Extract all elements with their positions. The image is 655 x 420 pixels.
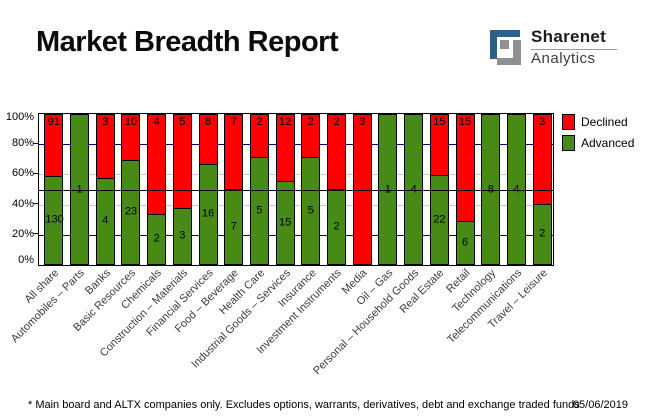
bar-segment-advanced bbox=[45, 175, 63, 264]
bar-segment-declined bbox=[456, 115, 474, 221]
bar-value-advanced: 16 bbox=[201, 207, 215, 220]
bar-segment-advanced bbox=[533, 203, 551, 264]
legend-label-advanced: Advanced bbox=[581, 136, 635, 150]
bar-segment-declined bbox=[148, 115, 166, 214]
bar-value-advanced: 23 bbox=[124, 205, 138, 218]
bar-segment-declined bbox=[328, 115, 346, 189]
gridline-80pct bbox=[39, 144, 553, 146]
bar-value-declined: 8 bbox=[204, 116, 212, 128]
bar-segment-declined bbox=[250, 115, 268, 158]
y-axis-tick-80 bbox=[33, 142, 38, 144]
bar-value-advanced: 5 bbox=[307, 204, 314, 217]
bar-value-advanced: 2 bbox=[539, 227, 546, 240]
y-axis-label-80: 80% bbox=[11, 137, 34, 150]
bar-value-declined: 91 bbox=[47, 116, 60, 128]
bar-segment-advanced bbox=[96, 178, 114, 264]
bar-segment-declined bbox=[430, 115, 448, 175]
bar-value-declined: 2 bbox=[256, 116, 263, 128]
bar-value-declined: 7 bbox=[230, 116, 237, 128]
legend-swatch-advanced-icon bbox=[562, 135, 575, 151]
bar-value-advanced: 2 bbox=[153, 232, 160, 245]
footnote: * Main board and ALTX companies only. Ex… bbox=[28, 399, 580, 411]
y-axis-label-40: 40% bbox=[11, 197, 34, 210]
bar-value-declined: 3 bbox=[102, 116, 109, 128]
bar-value-declined: 2 bbox=[333, 116, 340, 128]
y-axis-label-60: 60% bbox=[11, 167, 34, 180]
bar-segment-declined bbox=[276, 115, 294, 181]
brand-divider bbox=[531, 48, 617, 50]
bar-segment-declined bbox=[96, 115, 114, 179]
bar-value-advanced: 4 bbox=[405, 184, 422, 195]
bar-9: 12 15 bbox=[275, 114, 295, 265]
bar-value-declined: 3 bbox=[539, 116, 546, 128]
bar-value-advanced: 3 bbox=[179, 229, 186, 242]
bar-value-advanced: 15 bbox=[279, 216, 292, 229]
bar-value-declined: 12 bbox=[279, 116, 292, 128]
bar-value-advanced: 1 bbox=[71, 184, 88, 195]
bar-segment-declined bbox=[533, 115, 551, 204]
bar-value-declined: 10 bbox=[124, 116, 138, 128]
reference-line-50pct bbox=[39, 189, 553, 191]
brand-name: Sharenet bbox=[531, 27, 607, 46]
bar-value-declined: 15 bbox=[458, 116, 472, 128]
bar-value-declined: 15 bbox=[433, 116, 446, 128]
bar-segment-advanced bbox=[430, 175, 448, 264]
y-axis-tick-60 bbox=[33, 172, 38, 174]
bar-value-advanced: 7 bbox=[230, 220, 237, 233]
brand-sub: Analytics bbox=[531, 49, 596, 67]
bar-segment-advanced bbox=[302, 157, 320, 264]
bar-segment-declined bbox=[199, 115, 217, 165]
plot-area: 9113013410234253816772512152522314152215… bbox=[38, 113, 554, 266]
bar-value-advanced: 130 bbox=[45, 213, 64, 226]
brand-text: Sharenet Analytics bbox=[531, 27, 617, 67]
bar-value-advanced: 6 bbox=[461, 236, 469, 249]
bar-segment-declined bbox=[225, 115, 243, 189]
bar-value-declined: 2 bbox=[307, 116, 314, 128]
report-title: Market Breadth Report bbox=[36, 26, 339, 58]
bar-segment-declined bbox=[173, 115, 191, 208]
y-axis-tick-40 bbox=[33, 203, 38, 205]
report-date: 05/06/2019 bbox=[572, 399, 628, 411]
bar-value-advanced: 1 bbox=[379, 184, 396, 195]
y-axis-label-0: 0% bbox=[18, 254, 34, 266]
bar-value-advanced: 5 bbox=[256, 204, 263, 217]
bar-segment-advanced bbox=[250, 157, 268, 264]
bar-value-declined: 3 bbox=[359, 116, 366, 128]
bar-value-advanced: 4 bbox=[508, 184, 525, 195]
bar-segment-declined bbox=[302, 115, 320, 158]
legend-swatch-declined-icon bbox=[562, 114, 575, 130]
sharenet-s-icon bbox=[490, 30, 521, 65]
legend-item-advanced: Advanced bbox=[562, 135, 634, 151]
bar-segment-advanced bbox=[148, 213, 166, 264]
bar-segment-advanced bbox=[173, 207, 191, 264]
bar-value-declined: 4 bbox=[153, 116, 160, 128]
bar-value-declined: 5 bbox=[179, 116, 186, 128]
y-axis-tick-20 bbox=[33, 233, 38, 235]
gridline-40pct bbox=[39, 204, 553, 206]
bar-segment-advanced bbox=[199, 164, 217, 264]
bar-segment-advanced bbox=[456, 220, 474, 264]
y-axis-label-100: 100% bbox=[5, 111, 34, 123]
bar-16: 15 6 bbox=[455, 114, 475, 265]
y-axis-label-20: 20% bbox=[11, 227, 34, 240]
bar-segment-declined bbox=[45, 115, 63, 176]
sharenet-logo bbox=[489, 29, 523, 71]
legend-item-declined: Declined bbox=[562, 114, 634, 130]
bar-value-advanced: 4 bbox=[102, 214, 109, 227]
bar-segment-advanced bbox=[276, 180, 294, 264]
chart-legend: Declined Advanced bbox=[562, 114, 634, 156]
bar-value-advanced: 8 bbox=[482, 184, 499, 195]
gridline-20pct bbox=[39, 234, 553, 236]
legend-label-declined: Declined bbox=[581, 115, 628, 129]
bar-value-advanced: 2 bbox=[333, 220, 340, 233]
bar-segment-declined bbox=[122, 115, 140, 160]
gridline-60pct bbox=[39, 174, 553, 176]
bar-segment-advanced bbox=[122, 159, 140, 264]
bar-value-advanced: 22 bbox=[433, 213, 446, 226]
